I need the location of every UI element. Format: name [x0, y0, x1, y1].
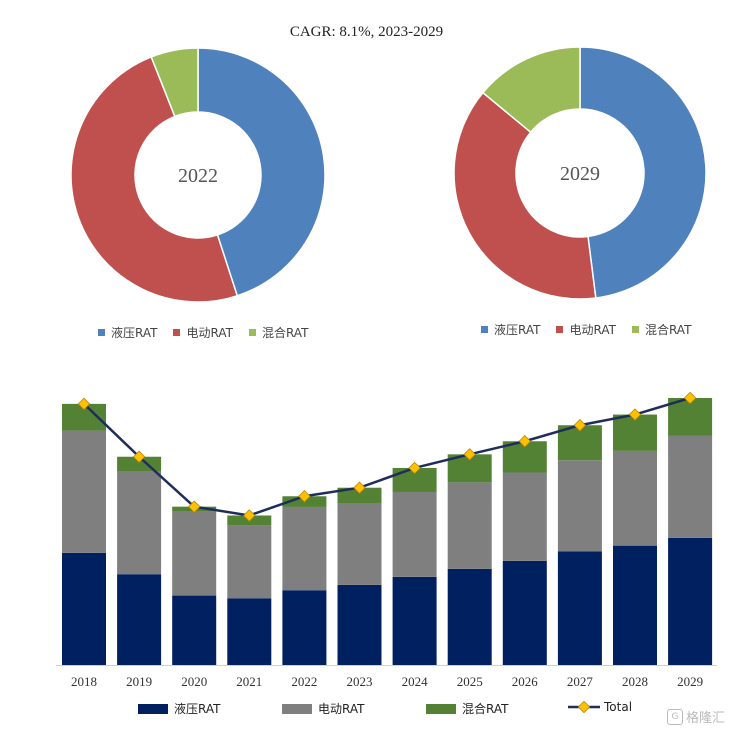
- donut-2029-slice-0: [579, 46, 707, 299]
- legend-item: 电动RAT: [282, 700, 364, 717]
- chart-title: CAGR: 8.1%, 2023-2029: [289, 24, 444, 40]
- watermark-text: 格隆汇: [685, 711, 725, 726]
- legend-marker: [282, 703, 312, 714]
- bar-2018-电动RAT: [62, 430, 106, 553]
- bar-2026-液压RAT: [502, 560, 547, 665]
- x-tick-label-2028: 2028: [622, 674, 648, 689]
- total-marker-2020: [187, 500, 201, 513]
- legend-label: 液压RAT: [494, 323, 541, 337]
- legend-marker: [426, 703, 456, 714]
- total-marker-2026: [518, 435, 532, 448]
- legend-marker: [138, 703, 168, 714]
- legend-line-marker: [568, 701, 600, 713]
- legend-label: 混合RAT: [644, 323, 692, 337]
- bar-2028-电动RAT: [613, 450, 657, 546]
- total-line: [83, 396, 691, 517]
- legend-label: 电动RAT: [318, 702, 365, 716]
- donut-2022-center-label: 2022: [178, 165, 218, 187]
- donut-2022-slice-2: [150, 47, 199, 118]
- bar-2018-液压RAT: [62, 552, 106, 665]
- x-tick-label-2023: 2023: [347, 674, 373, 689]
- total-marker-2027: [573, 419, 587, 432]
- legend-marker: [556, 326, 564, 333]
- total-marker-2029: [683, 391, 697, 405]
- total-marker-2025: [463, 448, 476, 461]
- bar-2020-液压RAT: [172, 595, 217, 665]
- x-tick-label-2020: 2020: [181, 674, 207, 689]
- bar-2027-电动RAT: [557, 460, 602, 552]
- total-marker-2024: [408, 461, 421, 475]
- bar-2019-电动RAT: [117, 471, 162, 575]
- bar-2029-混合RAT: [668, 398, 713, 436]
- x-tick-label-2018: 2018: [71, 674, 97, 689]
- legend-item: 电动RAT: [173, 324, 233, 341]
- bar-2029-电动RAT: [668, 435, 713, 538]
- legend-item: 混合RAT: [426, 700, 508, 717]
- bar-2028-液压RAT: [613, 545, 657, 665]
- legend-label: 液压RAT: [111, 326, 158, 340]
- bar-2021-电动RAT: [227, 525, 272, 599]
- legend-item: 液压RAT: [138, 700, 220, 717]
- total-marker-2028: [628, 408, 642, 421]
- legend-marker: [631, 326, 639, 333]
- bar-2020-电动RAT: [172, 511, 217, 596]
- bar-2023-混合RAT: [337, 487, 382, 504]
- donut-2029-center-label: 2029: [560, 163, 600, 185]
- x-tick-label-2019: 2019: [126, 674, 152, 689]
- total-marker-2023: [353, 481, 366, 494]
- legend-label: 液压RAT: [174, 702, 221, 716]
- legend-label: 混合RAT: [462, 702, 509, 716]
- x-tick-label-2029: 2029: [677, 674, 703, 689]
- bar-2027-液压RAT: [557, 551, 602, 665]
- donut-2029-slice-1: [453, 91, 597, 300]
- x-tick-label-2026: 2026: [512, 674, 539, 689]
- donut-2029-legend: 液压RAT 电动RAT 混合RAT: [481, 321, 707, 338]
- x-tick-label-2024: 2024: [402, 674, 429, 689]
- bar-2029-液压RAT: [668, 537, 713, 665]
- total-marker-2019: [132, 450, 146, 463]
- bar-2022-液压RAT: [282, 590, 327, 665]
- total-marker-2021: [243, 509, 256, 522]
- legend-marker: [98, 329, 105, 336]
- x-tick-label-2027: 2027: [567, 674, 594, 689]
- bar-2022-电动RAT: [282, 506, 327, 591]
- legend-label: Total: [604, 700, 633, 714]
- donut-2022-slice-1: [70, 55, 239, 303]
- donut-2029-slice-2: [481, 46, 581, 134]
- watermark-logo-icon: G: [666, 708, 683, 725]
- legend-marker: [173, 329, 181, 336]
- legend-marker: [481, 326, 488, 333]
- bar-2024-电动RAT: [392, 491, 437, 577]
- x-tick-label-2025: 2025: [457, 674, 483, 689]
- donut-2022-legend: 液压RAT 电动RAT 混合RAT: [98, 324, 324, 341]
- bar-2023-电动RAT: [337, 503, 382, 585]
- total-marker-2022: [298, 490, 311, 503]
- legend-item: 液压RAT: [98, 324, 157, 341]
- total-marker-2018: [77, 397, 91, 411]
- watermark: G 格隆汇: [666, 707, 725, 726]
- bar-2025-液压RAT: [447, 568, 492, 665]
- legend-item: 液压RAT: [481, 321, 540, 338]
- x-tick-label-2022: 2022: [291, 674, 317, 689]
- legend-label: 电动RAT: [569, 323, 616, 337]
- legend-item: 电动RAT: [556, 321, 616, 338]
- bar-2026-电动RAT: [502, 472, 547, 561]
- legend-label: 电动RAT: [186, 326, 233, 340]
- bar-2023-液压RAT: [337, 584, 382, 665]
- donut-2022-slice-0: [197, 47, 326, 297]
- bar-2024-液压RAT: [392, 576, 437, 665]
- legend-item: 混合RAT: [248, 324, 309, 341]
- legend-label: 混合RAT: [261, 326, 309, 340]
- bar-2025-电动RAT: [447, 482, 492, 569]
- legend-item: 混合RAT: [631, 321, 692, 338]
- legend-item: Total: [568, 700, 632, 714]
- legend-marker: [248, 329, 256, 336]
- bar-2019-液压RAT: [117, 574, 162, 665]
- bar-2021-液压RAT: [227, 598, 272, 665]
- x-tick-label-2021: 2021: [236, 674, 262, 689]
